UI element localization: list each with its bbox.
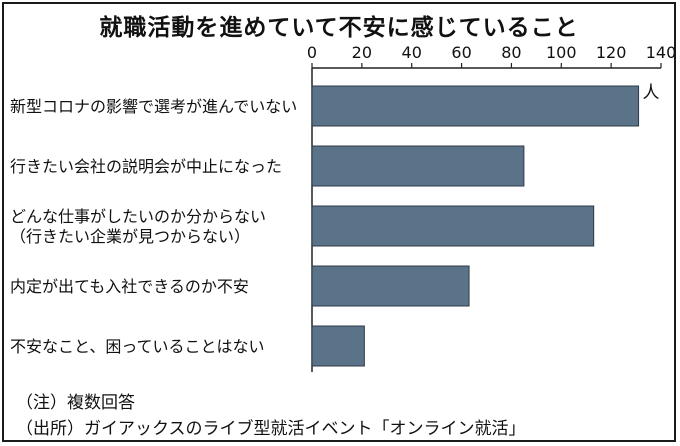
- footnote: （注）複数回答: [16, 393, 135, 413]
- x-tick-label: 40: [402, 43, 422, 62]
- x-tick-label: 20: [352, 43, 372, 62]
- x-tick-label: 120: [596, 43, 627, 62]
- category-label: 新型コロナの影響で選考が進んでいない: [10, 97, 297, 116]
- x-tick-label: 60: [451, 43, 471, 62]
- bar-chart: 0 20 40 60 80 100 120 140 人新型コロナの影響で選考が進んでいない行きた…: [10, 43, 677, 372]
- bar: [311, 205, 595, 247]
- bar: [311, 145, 525, 187]
- bar: [311, 325, 365, 367]
- chart-frame: 就職活動を進めていて不安に感じていること 0 20 40 60 80 100 120 140 人…: [2, 2, 676, 442]
- category-label: 不安なこと、困っていることはない: [10, 337, 265, 356]
- unit-label: 人: [643, 83, 660, 103]
- bar: [311, 85, 640, 127]
- category-label: どんな仕事がしたいのか分からない: [10, 207, 266, 226]
- x-tick-label: 80: [501, 43, 521, 62]
- chart-title: 就職活動を進めていて不安に感じていること: [99, 15, 579, 41]
- category-label: 行きたい会社の説明会が中止になった: [10, 157, 282, 176]
- category-label: 内定が出ても入社できるのか不安: [10, 277, 249, 296]
- x-tick-label: 140: [646, 43, 677, 62]
- x-tick-label: 0: [307, 43, 317, 62]
- x-tick-label: 100: [546, 43, 577, 62]
- category-label: （行きたい企業が見つからない）: [10, 227, 250, 246]
- bar: [311, 265, 470, 307]
- source-note: （出所）ガイアックスのライブ型就活イベント「オンライン就活」: [16, 419, 526, 439]
